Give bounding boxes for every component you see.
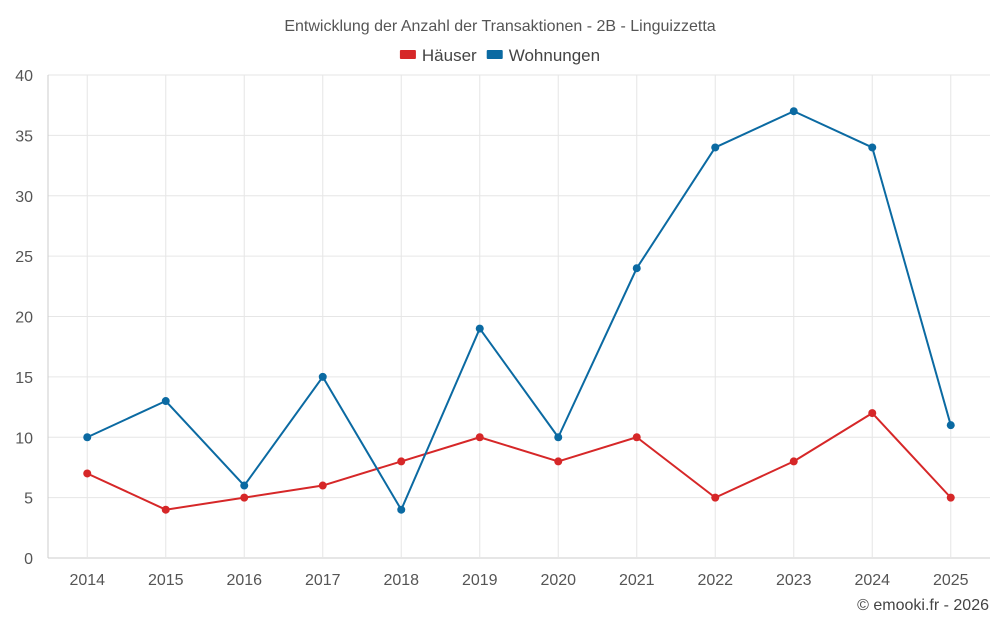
legend-label: Wohnungen (509, 46, 600, 65)
data-point[interactable] (711, 493, 720, 502)
data-point[interactable] (789, 457, 798, 466)
y-tick-label: 20 (15, 310, 33, 327)
data-point[interactable] (946, 493, 955, 502)
y-tick-label: 5 (24, 491, 33, 508)
credit-text: © emooki.fr - 2026 (857, 597, 989, 614)
x-tick-label: 2018 (383, 572, 419, 589)
x-tick-label: 2015 (148, 572, 184, 589)
data-point[interactable] (632, 433, 641, 442)
series-1 (83, 107, 955, 514)
data-point[interactable] (475, 433, 484, 442)
chart-title: Entwicklung der Anzahl der Transaktionen… (284, 18, 715, 35)
legend-label: Häuser (422, 46, 477, 65)
x-tick-label: 2023 (776, 572, 812, 589)
y-axis: 0 5 10 15 20 25 30 35 40 (15, 68, 33, 568)
x-tick-label: 2020 (540, 572, 576, 589)
data-point[interactable] (83, 433, 92, 442)
data-point[interactable] (318, 372, 327, 381)
data-point[interactable] (632, 264, 641, 273)
legend-item-1[interactable]: Wohnungen (486, 46, 600, 65)
x-axis: 2014 2015 2016 2017 2018 2019 2020 2021 2022 2023… (69, 572, 968, 589)
data-point[interactable] (240, 481, 249, 490)
data-point[interactable] (397, 457, 406, 466)
data-point[interactable] (83, 469, 92, 478)
data-point[interactable] (318, 481, 327, 490)
data-point[interactable] (161, 397, 170, 406)
series-line (86, 110, 952, 511)
data-point[interactable] (789, 107, 798, 116)
data-point[interactable] (554, 457, 563, 466)
legend-item-0[interactable]: Häuser (399, 46, 477, 65)
y-tick-label: 15 (15, 370, 33, 387)
x-tick-label: 2014 (69, 572, 105, 589)
data-point[interactable] (240, 493, 249, 502)
x-tick-label: 2019 (462, 572, 498, 589)
data-point[interactable] (868, 143, 877, 152)
y-tick-label: 35 (15, 128, 33, 145)
legend-swatch (399, 50, 416, 59)
series-line (86, 412, 952, 511)
series-group (83, 107, 955, 514)
x-tick-label: 2022 (697, 572, 733, 589)
data-point[interactable] (868, 409, 877, 418)
series-0 (83, 409, 955, 514)
grid (47, 74, 990, 559)
x-tick-label: 2024 (854, 572, 890, 589)
data-point[interactable] (711, 143, 720, 152)
x-tick-label: 2017 (305, 572, 341, 589)
x-tick-label: 2016 (226, 572, 262, 589)
data-point[interactable] (475, 324, 484, 333)
x-tick-label: 2021 (619, 572, 655, 589)
data-point[interactable] (161, 505, 170, 514)
y-tick-label: 10 (15, 430, 33, 447)
data-point[interactable] (397, 505, 406, 514)
x-tick-label: 2025 (933, 572, 969, 589)
legend: Häuser Wohnungen (399, 46, 600, 65)
data-point[interactable] (554, 433, 563, 442)
y-tick-label: 0 (24, 551, 33, 568)
y-tick-label: 25 (15, 249, 33, 266)
y-tick-label: 40 (15, 68, 33, 85)
y-tick-label: 30 (15, 189, 33, 206)
legend-swatch (486, 50, 503, 59)
data-point[interactable] (946, 421, 955, 430)
